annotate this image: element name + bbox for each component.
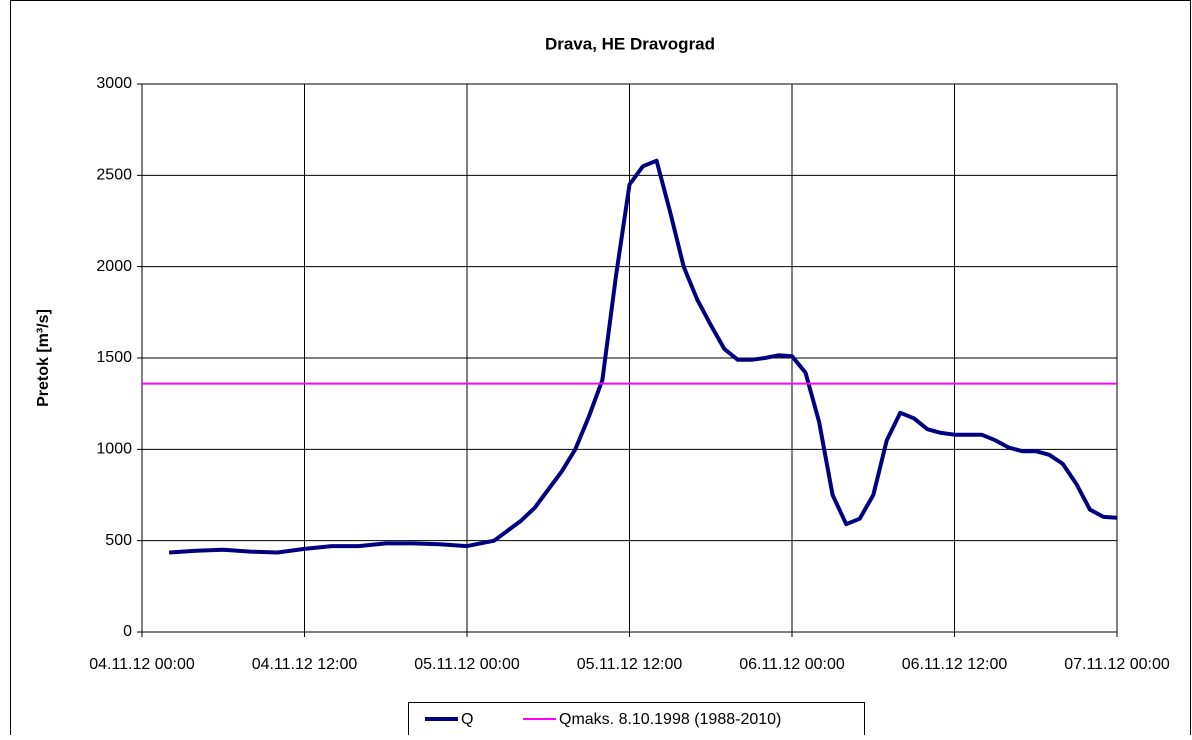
plot-area [141, 83, 1118, 633]
y-axis-label: Pretok [m³/s] [35, 309, 52, 407]
legend-label: Qmaks. 8.10.1998 (1988-2010) [559, 711, 781, 728]
chart-title: Drava, HE Dravograd [545, 34, 715, 53]
series-line [168, 158, 1118, 555]
x-tick-label: 07.11.12 00:00 [1064, 656, 1170, 673]
y-tick-label: 500 [105, 532, 132, 549]
x-tick-label: 06.11.12 12:00 [902, 656, 1008, 673]
x-tick-label: 05.11.12 12:00 [577, 656, 683, 673]
y-tick-label: 3000 [96, 75, 132, 92]
chart-frame [10, 0, 1191, 740]
y-tick-label: 0 [123, 623, 132, 640]
y-tick-label: 1000 [96, 441, 132, 458]
y-tick-label: 1500 [96, 349, 132, 366]
y-tick-label: 2500 [96, 167, 132, 184]
x-tick-label: 04.11.12 00:00 [89, 656, 195, 673]
y-tick-label: 2000 [96, 258, 132, 275]
legend-box [408, 702, 865, 740]
x-tick-label: 05.11.12 00:00 [414, 656, 520, 673]
x-tick-label: 06.11.12 00:00 [739, 656, 845, 673]
legend-label: Q [461, 711, 473, 728]
x-tick-label: 04.11.12 12:00 [252, 656, 358, 673]
